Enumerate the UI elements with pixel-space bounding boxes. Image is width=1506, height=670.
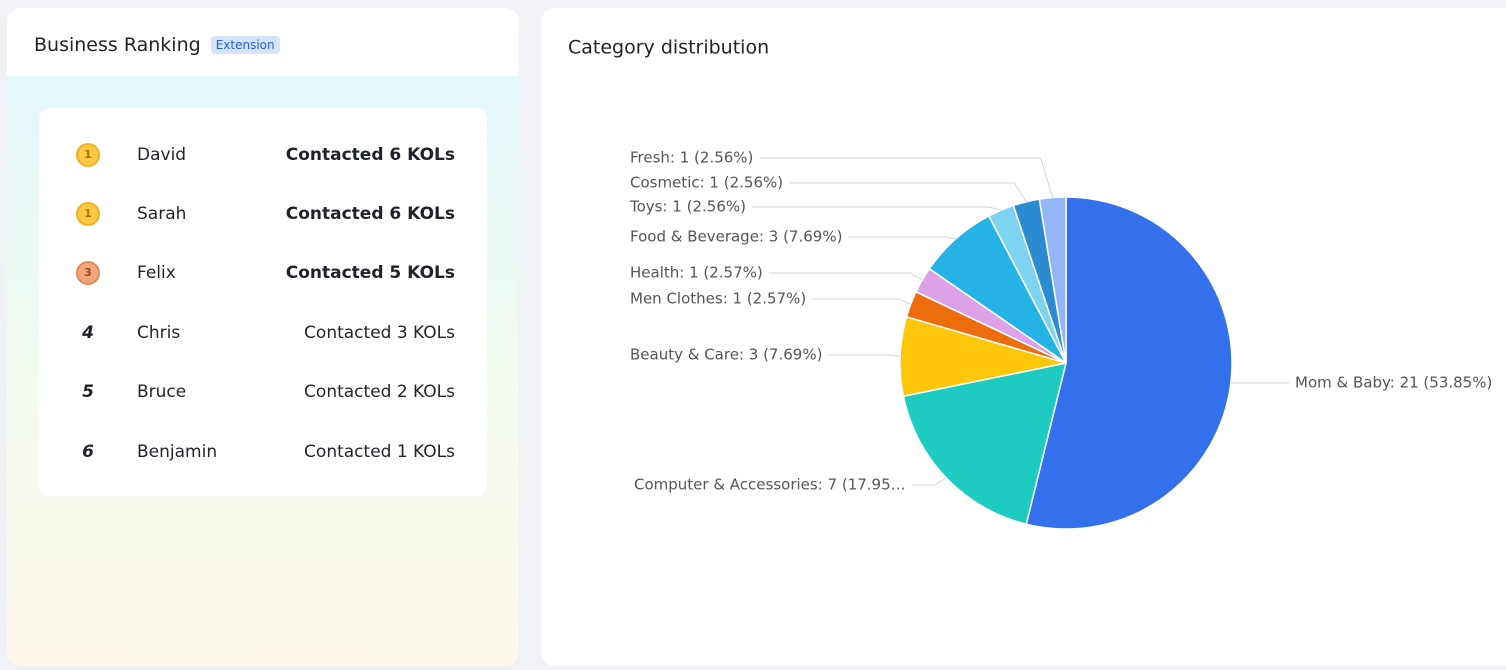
medal: 1 [76,143,100,167]
slice-label: Toys: 1 (2.56%) [629,198,746,216]
ranking-header: Business Ranking Extension [34,34,280,56]
slice-label: Men Clothes: 1 (2.57%) [630,290,806,308]
leader-line [759,157,1054,198]
leader-line [828,354,901,357]
pie-slice [1038,196,1067,364]
slice-label: Fresh: 1 (2.56%) [630,149,753,167]
ranking-list: 1 David Contacted 6 KOLs 1 Sarah Contacted 6… [39,108,487,496]
leader-line [848,236,956,240]
count: Contacted 6 KOLs [285,145,455,165]
slice-label: Health: 1 (2.57%) [630,264,763,282]
slice-label: Cosmetic: 1 (2.56%) [630,174,783,192]
count: Contacted 2 KOLs [304,382,455,402]
slice-label: Beauty & Care: 3 (7.69%) [630,346,822,364]
count: Contacted 3 KOLs [304,323,455,343]
chart: Category distribution Mom & Baby: 21 (53… [568,37,1492,530]
count: Contacted 6 KOLs [285,204,455,224]
ranking-row: 3 Felix Contacted 5 KOLs [39,258,487,288]
ranking-row: 1 Sarah Contacted 6 KOLs [39,199,487,229]
count: Contacted 5 KOLs [285,263,455,283]
name: Felix [137,263,176,283]
medal: 1 [76,202,100,226]
slice-label: Computer & Accessories: 7 (17.95… [634,476,906,494]
medal: 3 [76,261,100,285]
ranking-body: 1 David Contacted 6 KOLs 1 Sarah Contacted 6… [7,76,519,666]
ranking-row: 5 Bruce Contacted 2 KOLs [39,377,487,407]
chart-card: Category distribution Mom & Baby: 21 (53… [541,8,1506,666]
slice-label: Mom & Baby: 21 (53.85%) [1295,374,1492,392]
ranking-row: 6 Benjamin Contacted 1 KOLs [39,437,487,467]
rank-cell: 1 [39,202,137,226]
leader-line [751,206,1002,211]
rank-cell: 3 [39,261,137,285]
leader-line [768,272,923,281]
ranking-card: Business Ranking Extension 1 David Contact… [7,8,519,666]
leader-line [789,182,1027,203]
rank: 4 [82,323,94,343]
name: David [137,145,187,165]
slice-label: Food & Beverage: 3 (7.69%) [630,228,842,246]
pie-slice [902,362,1068,526]
pie-slice [1025,196,1233,530]
ranking-row: 1 David Contacted 6 KOLs [39,140,487,170]
leader-line [812,298,911,305]
count: Contacted 1 KOLs [304,442,455,462]
name: Sarah [137,204,187,224]
name: Bruce [137,382,187,402]
leader-line [911,477,947,486]
ranking-title: Business Ranking [34,34,201,56]
badge[interactable]: Extension [210,36,280,54]
ranking-row: 4 Chris Contacted 3 KOLs [39,318,487,348]
name: Benjamin [137,442,218,462]
chart-title: Category distribution [568,37,769,59]
rank-cell: 1 [39,143,137,167]
rank: 5 [82,382,94,402]
name: Chris [137,323,181,343]
rank: 6 [82,442,94,462]
